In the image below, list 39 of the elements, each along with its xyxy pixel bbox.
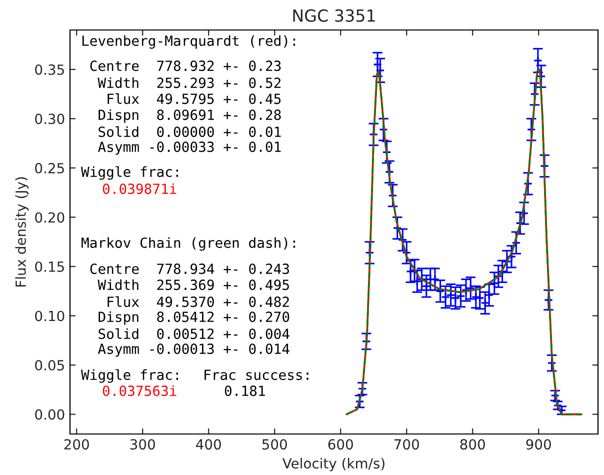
annotation: Frac success: [204, 370, 308, 380]
x-tick-label: 300 [130, 439, 155, 450]
x-tick-label: 700 [394, 439, 419, 450]
annotation: Levenberg-Marquardt (red): [82, 35, 296, 49]
annotation: Asymm -0.00033 +- 0.01 [98, 142, 281, 155]
x-tick-label: 800 [460, 439, 485, 450]
annotation: Centre 778.932 +- 0.23 [90, 60, 281, 72]
y-tick-label: 0.10 [35, 310, 64, 322]
chart-title: NGC 3351 [293, 9, 375, 22]
annotation: Solid 0.00000 +- 0.01 [98, 126, 281, 138]
x-tick-label: 200 [64, 439, 89, 450]
annotation: Width 255.369 +- 0.495 [98, 279, 289, 290]
y-tick-label: 0.30 [35, 114, 64, 124]
annotation: Flux 49.5370 +- 0.482 [108, 296, 289, 308]
annotation: Asymm -0.00013 +- 0.014 [98, 344, 290, 357]
annotation: Wiggle frac: [81, 369, 178, 383]
y-tick-label: 0.00 [35, 409, 64, 420]
x-tick-label: 900 [526, 439, 551, 450]
y-tick-label: 0.05 [35, 360, 64, 370]
x-tick-label: 400 [196, 439, 221, 450]
annotation: Flux 49.5795 +- 0.45 [108, 93, 281, 104]
annotation: Centre 778.934 +- 0.243 [90, 264, 289, 274]
annotation: 0.037563i [102, 385, 176, 396]
y-axis-title: Flux density (Jy) [15, 177, 29, 287]
y-tick-label: 0.20 [35, 212, 64, 223]
annotation: Markov Chain (green dash): [82, 237, 296, 251]
annotation: Solid 0.00512 +- 0.004 [98, 328, 290, 340]
x-tick-label: 600 [328, 439, 353, 450]
annotation: 0.181 [224, 386, 265, 396]
y-tick-label: 0.25 [35, 162, 64, 174]
annotation: Dispn 8.09691 +- 0.28 [98, 109, 281, 123]
annotation: Dispn 8.05412 +- 0.270 [98, 311, 290, 325]
x-axis-title: Velocity (km/s) [282, 458, 384, 472]
y-tick-label: 0.35 [35, 64, 64, 75]
x-tick-label: 500 [262, 439, 287, 450]
annotation: Width 255.293 +- 0.52 [98, 77, 281, 88]
y-tick-label: 0.15 [35, 261, 64, 272]
annotation: Wiggle frac: [81, 166, 178, 180]
annotation: 0.039871i [102, 183, 176, 194]
